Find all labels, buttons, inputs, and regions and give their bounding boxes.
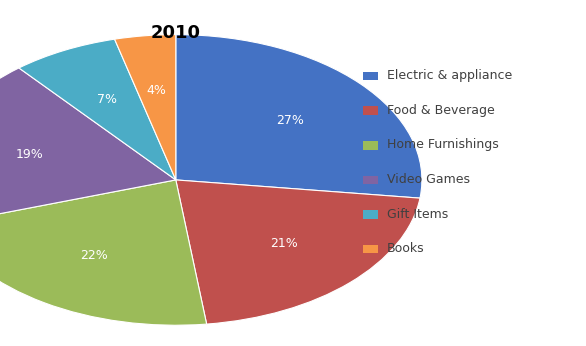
Wedge shape <box>176 35 422 198</box>
Wedge shape <box>19 39 176 180</box>
Text: Home Furnishings: Home Furnishings <box>387 138 499 152</box>
Wedge shape <box>115 35 176 180</box>
Text: Electric & appliance: Electric & appliance <box>387 69 512 82</box>
Text: Gift Items: Gift Items <box>387 208 448 221</box>
Wedge shape <box>0 68 176 225</box>
Text: 22%: 22% <box>80 249 108 263</box>
Text: Food & Beverage: Food & Beverage <box>387 104 495 117</box>
Bar <box>363 106 378 115</box>
Text: 2010: 2010 <box>151 24 201 42</box>
Bar <box>363 72 378 81</box>
Wedge shape <box>176 180 420 324</box>
Bar <box>363 176 378 184</box>
Text: 4%: 4% <box>146 84 166 97</box>
Text: 27%: 27% <box>277 114 304 127</box>
Text: 7%: 7% <box>97 93 117 106</box>
Bar <box>363 210 378 219</box>
Text: Books: Books <box>387 242 424 255</box>
Text: 19%: 19% <box>15 148 43 161</box>
Text: 21%: 21% <box>270 237 298 250</box>
Wedge shape <box>0 180 207 325</box>
Bar <box>363 245 378 253</box>
Bar <box>363 141 378 149</box>
Text: Video Games: Video Games <box>387 173 470 186</box>
